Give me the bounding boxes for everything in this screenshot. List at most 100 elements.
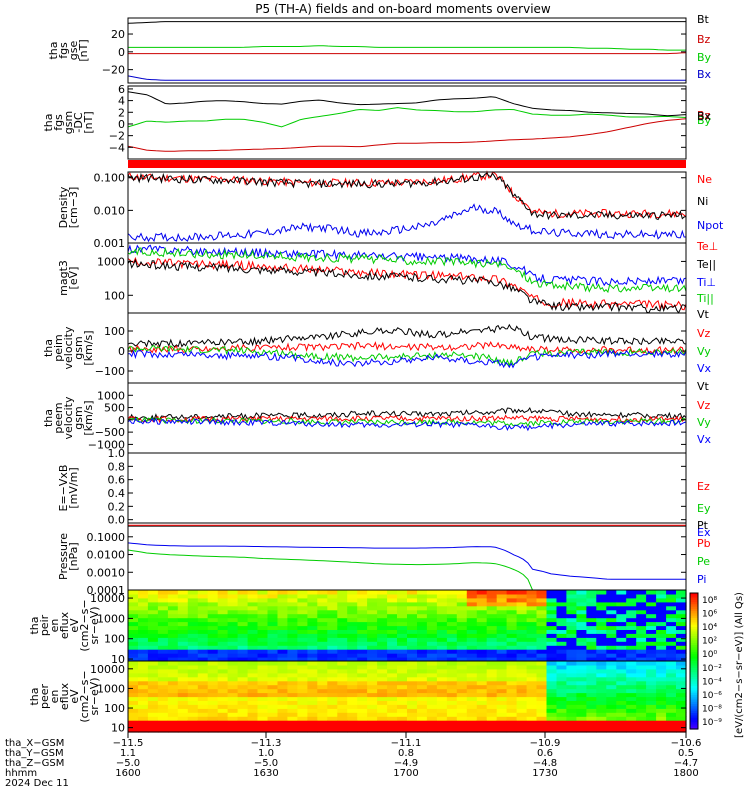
spectrogram-cell: [187, 617, 199, 623]
spectrogram-cell: [626, 688, 637, 694]
spectrogram-cell: [536, 688, 548, 694]
spectrogram-cell: [466, 593, 478, 599]
spectrogram-cell: [257, 720, 269, 725]
spectrogram-cell: [327, 672, 338, 678]
spectrogram-cell: [397, 617, 408, 623]
spectrogram-cell: [297, 661, 308, 666]
spectrogram-cell: [636, 692, 647, 698]
spectrogram-cell: [426, 728, 438, 733]
spectrogram-cell: [466, 657, 478, 662]
spectrogram-cell: [347, 708, 358, 713]
spectrogram-cell: [456, 676, 468, 682]
spectrogram-cell: [177, 645, 189, 650]
colorbar-cell: [690, 681, 698, 685]
spectrogram-cell: [426, 688, 438, 694]
spectrogram-cell: [436, 609, 448, 615]
spectrogram-cell: [387, 609, 398, 615]
spectrogram-cell: [526, 633, 538, 638]
spectrogram-cell: [576, 621, 587, 627]
spectrogram-cell: [426, 629, 438, 634]
spectrogram-cell: [357, 692, 368, 698]
spectrogram-cell: [147, 625, 159, 630]
spectrogram-cell: [566, 590, 577, 595]
spectrogram-cell: [486, 708, 498, 713]
spectrogram-cell: [247, 661, 259, 666]
spectrogram-cell: [277, 684, 289, 690]
spectrogram-cell: [676, 633, 687, 638]
spectrogram-cell: [217, 641, 229, 646]
spectrogram-cell: [506, 704, 518, 709]
spectrogram-cell: [187, 712, 199, 717]
series-line-pressure-2: [127, 549, 686, 591]
spectrogram-cell: [417, 661, 428, 666]
spectrogram-cell: [606, 708, 617, 713]
spectrogram-cell: [456, 657, 468, 662]
spectrogram-cell: [237, 653, 249, 658]
spectrogram-cell: [377, 617, 388, 623]
spectrogram-cell: [128, 664, 139, 670]
spectrogram-cell: [446, 605, 458, 611]
y-axis-label-line: sr−eV): [88, 606, 101, 644]
legend-entry: Ne: [697, 173, 712, 186]
spectrogram-cell: [676, 609, 687, 615]
spectrogram-cell: [367, 696, 378, 701]
spectrogram-cell: [606, 597, 617, 603]
spectrogram-cell: [506, 672, 518, 678]
spectrogram-cell: [147, 633, 159, 638]
spectrogram-cell: [197, 605, 209, 611]
series-line-fgs_gsm-1: [127, 107, 687, 128]
spectrogram-cell: [466, 645, 478, 650]
spectrogram-cell: [546, 688, 558, 694]
spectrogram-cell: [128, 668, 139, 674]
spectrogram-cell: [397, 664, 408, 670]
y-axis-label-line: eV: [68, 618, 81, 633]
spectrogram-cell: [596, 724, 607, 729]
spectrogram-cell: [626, 590, 637, 595]
spectrogram-cell: [237, 672, 249, 678]
spectrogram-cell: [466, 661, 478, 666]
spectrogram-cell: [207, 696, 219, 701]
spectrogram-cell: [556, 676, 568, 682]
spectrogram-cell: [436, 664, 448, 670]
spectrogram-cell: [138, 716, 149, 721]
spectrogram-cell: [387, 716, 398, 721]
x-tick-label: −11.1: [391, 738, 422, 749]
spectrogram-cell: [377, 676, 388, 682]
spectrogram-cell: [277, 692, 289, 698]
spectrogram-cell: [297, 684, 308, 690]
spectrogram-cell: [138, 728, 149, 733]
spectrogram-cell: [526, 637, 538, 642]
spectrogram-cell: [217, 696, 229, 701]
spectrogram-cell: [217, 593, 229, 599]
spectrogram-cell: [387, 664, 398, 670]
spectrogram-cell: [536, 716, 548, 721]
spectrogram-cell: [566, 696, 577, 701]
spectrogram-cell: [347, 609, 358, 615]
spectrogram-cell: [387, 613, 398, 619]
spectrogram-cell: [426, 613, 438, 619]
spectrogram-cell: [128, 597, 139, 603]
spectrogram-cell: [506, 680, 518, 686]
y-tick-label: 1.0: [108, 447, 126, 460]
legend-entry: Ti||: [696, 292, 714, 305]
spectrogram-cell: [157, 653, 169, 658]
spectrogram-cell: [496, 664, 508, 670]
spectrogram-cell: [426, 668, 438, 674]
spectrogram-cell: [566, 609, 577, 615]
spectrogram-cell: [636, 716, 647, 721]
spectrogram-cell: [347, 613, 358, 619]
spectrogram-cell: [357, 637, 368, 642]
colorbar-cell: [690, 617, 698, 621]
spectrogram-cell: [247, 641, 259, 646]
spectrogram-cell: [367, 637, 378, 642]
spectrogram-cell: [147, 672, 159, 678]
spectrogram-cell: [277, 704, 289, 709]
spectrogram-cell: [496, 704, 508, 709]
spectrogram-cell: [666, 696, 677, 701]
spectrogram-cell: [357, 609, 368, 615]
spectrogram-cell: [227, 672, 239, 678]
spectrogram-cell: [287, 617, 298, 623]
spectrogram-cell: [536, 724, 548, 729]
